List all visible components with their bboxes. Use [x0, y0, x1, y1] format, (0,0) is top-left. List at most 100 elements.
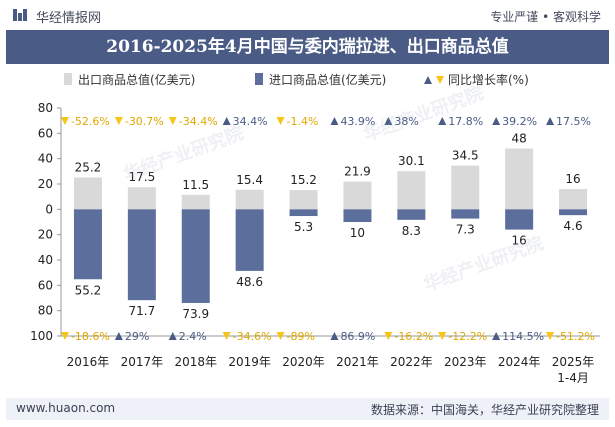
import-growth-label: 29%: [125, 330, 149, 343]
legend-export-swatch: [64, 73, 72, 85]
import-growth-label: -16.2%: [394, 330, 433, 343]
export-growth-label: 34.4%: [233, 115, 268, 128]
export-bar: [127, 187, 156, 210]
export-growth-up-arrow-icon: [546, 117, 555, 125]
import-growth-down-arrow-icon: [60, 332, 69, 340]
x-category-label: 2024年: [498, 355, 541, 369]
export-bar: [289, 190, 318, 210]
import-bar: [397, 209, 426, 220]
y-tick-label: 80: [38, 101, 53, 115]
import-growth-label: -34.6%: [233, 330, 272, 343]
export-growth-label: -30.7%: [125, 115, 164, 128]
legend-export-label: 出口商品总值(亿美元): [78, 72, 195, 87]
export-value-label: 34.5: [452, 149, 479, 163]
y-tick-label: 20: [38, 177, 53, 191]
huajing-logo-icon: [13, 9, 27, 21]
y-tick-label: 100: [30, 329, 53, 343]
import-value-label: 16: [512, 234, 527, 248]
export-growth-label: -1.4%: [287, 115, 319, 128]
export-bar: [451, 165, 480, 210]
bar-chart: 出口商品总值(亿美元) 进口商品总值(亿美元) 同比增长率(%) 80 60 40 20 0 2…: [30, 72, 600, 385]
import-bar: [73, 209, 102, 280]
import-bar: [559, 209, 588, 216]
export-growth-label: -34.4%: [179, 115, 218, 128]
export-bar: [181, 194, 210, 210]
export-growth-label: 38%: [394, 115, 418, 128]
import-growth-down-arrow-icon: [546, 332, 555, 340]
title-bar: 2016-2025年4月中国与委内瑞拉进、出口商品总值: [6, 30, 609, 64]
export-bar: [397, 171, 426, 210]
import-growth-down-arrow-icon: [276, 332, 285, 340]
import-growth-label: -18.6%: [71, 330, 110, 343]
export-value-label: 25.2: [75, 160, 102, 174]
x-category-label: 2020年: [282, 355, 325, 369]
export-growth-up-arrow-icon: [330, 117, 339, 125]
y-tick-label: 0: [45, 202, 53, 216]
import-growth-down-arrow-icon: [222, 332, 231, 340]
footer-website: www.huaon.com: [16, 401, 116, 415]
export-value-label: 30.1: [398, 154, 425, 168]
import-growth-up-arrow-icon: [114, 332, 123, 340]
export-growth-down-arrow-icon: [168, 117, 177, 125]
y-tick-label: 20: [38, 228, 53, 242]
export-growth-label: 17.8%: [448, 115, 483, 128]
export-growth-label: -52.6%: [71, 115, 110, 128]
legend-import-label: 进口商品总值(亿美元): [269, 72, 386, 87]
export-growth-up-arrow-icon: [384, 117, 393, 125]
export-bar: [343, 181, 372, 210]
legend-growth-label: 同比增长率(%): [448, 72, 529, 87]
legend-up-arrow-icon: [424, 76, 432, 84]
y-tick-label: 80: [38, 304, 53, 318]
import-value-label: 4.6: [564, 219, 583, 233]
y-tick-label: 60: [38, 278, 53, 292]
export-bar: [505, 148, 534, 210]
import-value-label: 7.3: [456, 223, 475, 237]
export-growth-label: 39.2%: [502, 115, 537, 128]
y-tick-label: 40: [38, 253, 53, 267]
export-value-label: 15.2: [290, 173, 317, 187]
export-growth-label: 43.9%: [340, 115, 375, 128]
export-bar: [559, 189, 588, 210]
x-category-label: 1-4月: [557, 371, 589, 385]
import-growth-label: -12.2%: [448, 330, 487, 343]
export-growth-down-arrow-icon: [114, 117, 123, 125]
import-bar: [181, 209, 210, 303]
x-category-label: 2019年: [228, 355, 271, 369]
export-value-label: 15.4: [236, 173, 263, 187]
export-growth-up-arrow-icon: [492, 117, 501, 125]
import-value-label: 55.2: [75, 283, 102, 297]
import-bar: [505, 209, 534, 230]
export-growth-down-arrow-icon: [60, 117, 69, 125]
export-value-label: 16: [565, 172, 580, 186]
tagline: 专业严谨 • 客观科学: [490, 10, 601, 24]
import-value-label: 73.9: [182, 307, 209, 321]
x-category-label: 2021年: [336, 355, 379, 369]
x-category-label: 2018年: [174, 355, 217, 369]
export-value-label: 11.5: [182, 178, 209, 192]
import-growth-up-arrow-icon: [330, 332, 339, 340]
x-category-label: 2016年: [67, 355, 110, 369]
import-growth-label: -89%: [287, 330, 315, 343]
export-growth-label: 17.5%: [556, 115, 591, 128]
y-tick-label: 60: [38, 126, 53, 140]
import-bar: [343, 209, 372, 222]
y-tick-label: 40: [38, 152, 53, 166]
import-value-label: 5.3: [294, 220, 313, 234]
import-value-label: 71.7: [128, 304, 155, 318]
footer-source: 数据来源：中国海关，华经产业研究院整理: [370, 403, 599, 417]
x-category-label: 2022年: [390, 355, 433, 369]
import-growth-up-arrow-icon: [492, 332, 501, 340]
x-category-label: 2023年: [444, 355, 487, 369]
import-growth-up-arrow-icon: [168, 332, 177, 340]
x-category-label: 2017年: [121, 355, 164, 369]
footer-bar: www.huaon.com 数据来源：中国海关，华经产业研究院整理: [6, 398, 609, 420]
import-growth-label: 114.5%: [502, 330, 544, 343]
import-bar: [127, 209, 156, 301]
export-value-label: 21.9: [344, 165, 371, 179]
import-growth-down-arrow-icon: [384, 332, 393, 340]
import-growth-label: -51.2%: [556, 330, 595, 343]
export-bar: [235, 189, 264, 210]
brand-name: 华经情报网: [36, 11, 102, 26]
import-growth-down-arrow-icon: [438, 332, 447, 340]
import-value-label: 8.3: [402, 224, 421, 238]
